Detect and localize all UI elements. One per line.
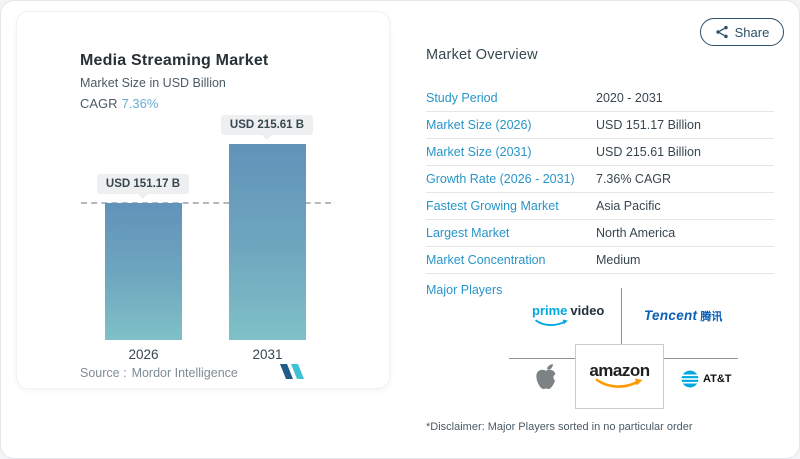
table-row: Market Size (2031) USD 215.61 Billion <box>426 139 774 166</box>
row-label: Study Period <box>426 91 498 105</box>
att-logo: AT&T <box>681 370 732 388</box>
row-value: USD 215.61 Billion <box>596 145 701 159</box>
bar-2031 <box>229 144 306 340</box>
row-label: Market Concentration <box>426 253 546 267</box>
chart-card: Media Streaming Market Market Size in US… <box>16 11 390 389</box>
amazon-smile-icon <box>595 378 642 388</box>
prime-smile-icon <box>535 319 568 327</box>
chart-title: Media Streaming Market <box>80 52 269 69</box>
cagr-line: CAGR 7.36% <box>80 96 158 111</box>
reference-line <box>81 202 331 204</box>
table-row: Growth Rate (2026 - 2031) 7.36% CAGR <box>426 166 774 193</box>
row-label: Largest Market <box>426 226 510 240</box>
bar-value-label-2031: USD 215.61 B <box>220 115 314 140</box>
row-label: Market Size (2026) <box>426 118 532 132</box>
source-attribution: Source : Mordor Intelligence <box>80 366 238 380</box>
amazon-logo-box: amazon <box>575 344 664 409</box>
att-globe-icon <box>681 370 699 388</box>
row-label: Market Size (2031) <box>426 145 532 159</box>
row-label: Growth Rate (2026 - 2031) <box>426 172 575 186</box>
share-button[interactable]: Share <box>700 18 784 46</box>
cagr-value: 7.36% <box>121 96 159 111</box>
apple-logo <box>536 364 559 390</box>
row-value: USD 151.17 Billion <box>596 118 701 132</box>
table-row: Largest Market North America <box>426 220 774 247</box>
mordor-intelligence-logo <box>280 364 304 379</box>
share-icon <box>715 25 728 39</box>
row-value: Asia Pacific <box>596 199 661 213</box>
cagr-label: CAGR <box>80 96 118 111</box>
source-value: Mordor Intelligence <box>131 366 238 380</box>
table-row: Market Concentration Medium <box>426 247 774 274</box>
tencent-logo-text: Tencent <box>644 308 698 323</box>
disclaimer-text: *Disclaimer: Major Players sorted in no … <box>426 421 693 433</box>
prime-video-logo: prime video <box>532 302 604 328</box>
players-grid-vertical-divider <box>621 288 622 345</box>
share-button-label: Share <box>734 24 770 40</box>
prime-video-logo-text: prime <box>532 303 568 318</box>
table-row: Market Size (2026) USD 151.17 Billion <box>426 112 774 139</box>
row-value: 7.36% CAGR <box>596 172 672 186</box>
source-label: Source : <box>80 366 127 380</box>
amazon-logo-text: amazon <box>589 361 650 380</box>
bar-chart: USD 151.17 B USD 215.61 B 2026 2031 <box>41 100 367 362</box>
row-value: Medium <box>596 253 641 267</box>
overview-heading: Market Overview <box>426 47 538 63</box>
bar-2026 <box>105 203 182 340</box>
table-row: Fastest Growing Market Asia Pacific <box>426 193 774 220</box>
x-axis-label-2031: 2031 <box>252 347 283 362</box>
chart-subtitle: Market Size in USD Billion <box>80 76 226 90</box>
row-value: 2020 - 2031 <box>596 91 663 105</box>
row-label: Fastest Growing Market <box>426 199 559 213</box>
x-axis-label-2026: 2026 <box>128 347 159 362</box>
tencent-logo: Tencent 腾讯 <box>644 308 723 323</box>
att-logo-text: AT&T <box>703 373 732 385</box>
table-row: Study Period 2020 - 2031 <box>426 85 774 112</box>
row-value: North America <box>596 226 676 240</box>
market-overview-panel: Market Overview Study Period 2020 - 2031… <box>426 1 776 458</box>
bar-value-label-2026: USD 151.17 B <box>96 174 190 199</box>
overview-table: Study Period 2020 - 2031 Market Size (20… <box>426 85 774 274</box>
major-players-label: Major Players <box>426 283 503 297</box>
